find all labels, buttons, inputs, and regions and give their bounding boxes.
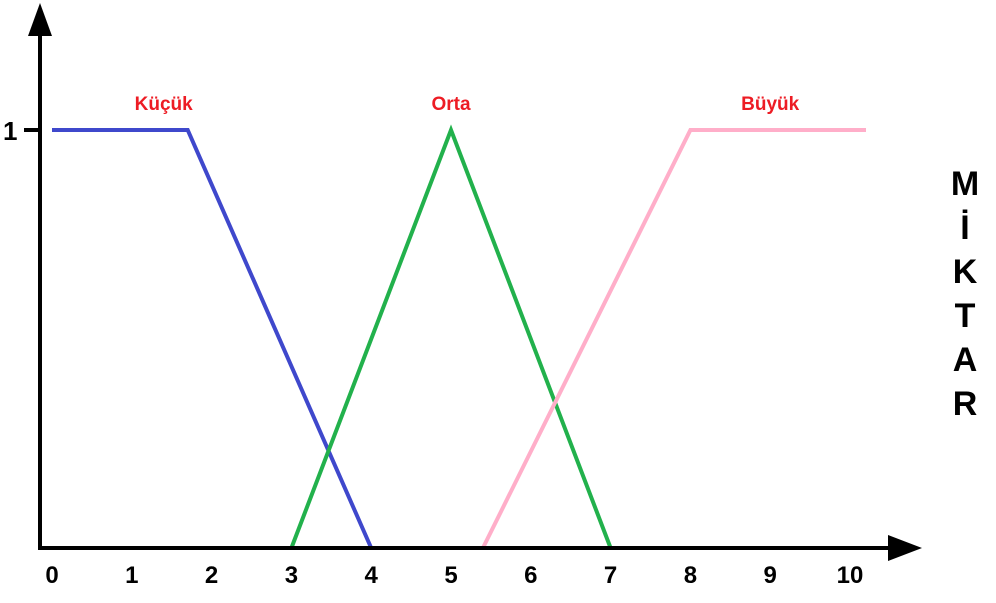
series-label-1: Küçük xyxy=(135,94,194,115)
x-tick-label: 9 xyxy=(764,562,777,589)
x-tick-label: 7 xyxy=(604,562,617,589)
side-label-letter: M xyxy=(950,165,980,203)
axes xyxy=(28,3,922,561)
series-labels: Küçük Orta Büyük xyxy=(135,94,800,115)
series-label-3: Büyük xyxy=(741,94,800,115)
x-tick-label: 2 xyxy=(205,562,218,589)
x-tick-label: 0 xyxy=(45,562,58,589)
series-line-2 xyxy=(289,124,613,549)
x-tick-label: 10 xyxy=(837,562,864,589)
side-label-letter: K xyxy=(952,253,978,291)
x-tick-label: 8 xyxy=(684,562,697,589)
x-tick-label: 6 xyxy=(524,562,537,589)
x-axis-arrow xyxy=(888,535,922,561)
side-label-letter: İ xyxy=(960,209,970,247)
side-label-letter: T xyxy=(954,297,976,335)
side-label-letter: R xyxy=(952,385,978,423)
y-axis-arrow xyxy=(28,3,52,36)
series-line-3 xyxy=(481,128,866,549)
x-tick-label: 1 xyxy=(125,562,138,589)
series-line-1 xyxy=(52,128,374,549)
x-tick-label: 5 xyxy=(444,562,457,589)
x-tick-label: 4 xyxy=(365,562,379,589)
side-label-letter: A xyxy=(952,341,978,379)
x-tick-label: 3 xyxy=(285,562,298,589)
series-layer xyxy=(52,124,866,549)
series-label-2: Orta xyxy=(431,94,471,115)
ticks: 0 1 2 3 4 5 6 7 8 9 10 1 xyxy=(3,116,863,589)
y-tick-label: 1 xyxy=(3,116,17,146)
